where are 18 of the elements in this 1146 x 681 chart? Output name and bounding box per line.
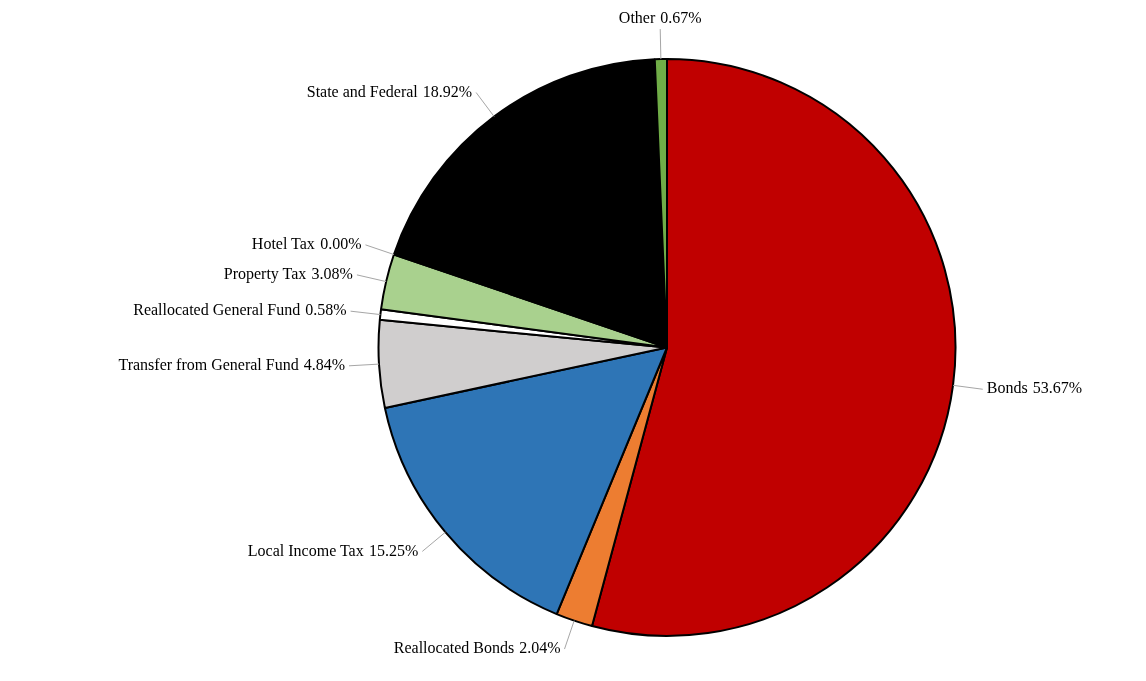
data-label: 3.08% [311, 265, 353, 283]
slice-label: Property Tax [223, 265, 307, 284]
slice-label: Reallocated Bonds [393, 639, 515, 657]
data-label: 4.84% [303, 356, 346, 374]
slice-label: Local Income Tax [247, 541, 364, 559]
slice-label: State and Federal [306, 82, 419, 100]
slice-label: Reallocated General Fund [133, 301, 301, 319]
slice-label: Other [618, 9, 656, 27]
data-label: 0.67% [660, 9, 702, 27]
slice-label: Bonds [986, 379, 1028, 397]
data-label: 53.67% [1032, 379, 1082, 397]
category-label: Hotel Tax [251, 235, 315, 253]
text: 0.00% [320, 235, 362, 253]
slice-label: Transfer from General Fund [118, 356, 299, 374]
data-label: 0.58% [305, 301, 347, 319]
data-label: 18.92% [422, 82, 473, 100]
data-label: 15.25% [369, 541, 419, 559]
data-label: 2.04% [519, 639, 561, 657]
